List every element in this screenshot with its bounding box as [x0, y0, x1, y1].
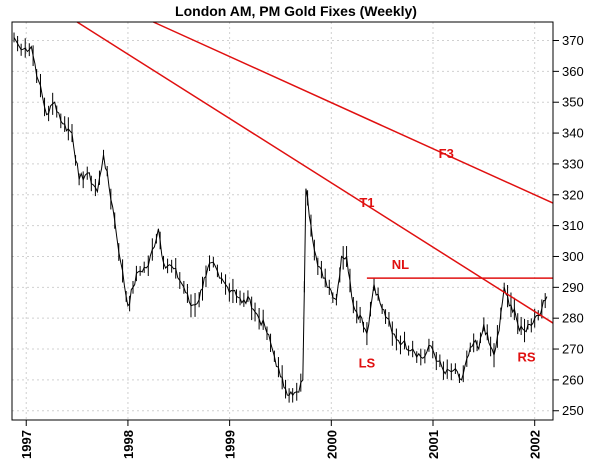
annotation-t1: T1	[359, 195, 374, 210]
price-line	[13, 37, 548, 397]
x-tick-label: 1999	[223, 430, 238, 459]
y-tick-label: 330	[562, 156, 584, 171]
annotation-rs: RS	[518, 349, 536, 364]
y-tick-label: 250	[562, 403, 584, 418]
x-tick-label: 1997	[19, 430, 34, 459]
trendline-f3	[153, 21, 554, 204]
y-tick-label: 370	[562, 33, 584, 48]
grid-lines	[12, 22, 553, 420]
trendline-group	[76, 21, 554, 324]
annotation-f3: F3	[439, 146, 454, 161]
x-tick-label: 1998	[121, 430, 136, 459]
y-tick-label: 320	[562, 187, 584, 202]
y-tick-label: 360	[562, 64, 584, 79]
y-axis: 250 260 270 280 290 300 310 320 330 340 350 360 370	[553, 33, 584, 418]
chart-title: London AM, PM Gold Fixes (Weekly)	[175, 3, 417, 19]
price-series	[13, 32, 548, 403]
y-tick-label: 280	[562, 311, 584, 326]
x-tick-label: 2000	[324, 430, 339, 459]
y-tick-label: 270	[562, 342, 584, 357]
y-tick-label: 340	[562, 126, 584, 141]
trendline-t1	[76, 21, 554, 324]
annotation-nl: NL	[392, 257, 409, 272]
x-tick-label: 2002	[528, 430, 543, 459]
x-axis: 1997 1998 1999 2000 2001 2002	[19, 420, 543, 459]
y-tick-label: 290	[562, 280, 584, 295]
y-tick-label: 260	[562, 372, 584, 387]
annotation-group: F3 T1 NL LS RS	[359, 146, 536, 371]
x-tick-label: 2001	[426, 430, 441, 459]
plot-frame	[11, 21, 554, 421]
y-tick-label: 350	[562, 95, 584, 110]
y-tick-label: 310	[562, 218, 584, 233]
y-tick-label: 300	[562, 249, 584, 264]
annotation-ls: LS	[359, 356, 376, 371]
